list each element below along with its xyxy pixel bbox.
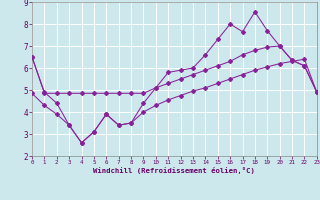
X-axis label: Windchill (Refroidissement éolien,°C): Windchill (Refroidissement éolien,°C) [93,167,255,174]
